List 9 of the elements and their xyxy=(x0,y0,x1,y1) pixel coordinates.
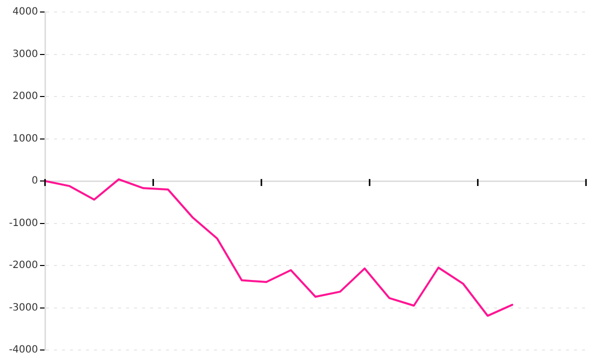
y-tick-label: -3000 xyxy=(8,302,38,314)
y-tick-label: 4000 xyxy=(12,6,38,18)
y-tick-label: 2000 xyxy=(12,91,38,102)
y-tick-label: 3000 xyxy=(12,48,38,60)
y-tick-label: 1000 xyxy=(12,133,38,144)
y-tick-label: 0 xyxy=(32,176,38,187)
y-tick-label: -4000 xyxy=(8,344,38,356)
y-tick-label: -2000 xyxy=(8,260,38,272)
y-tick-label: -1000 xyxy=(8,218,38,229)
